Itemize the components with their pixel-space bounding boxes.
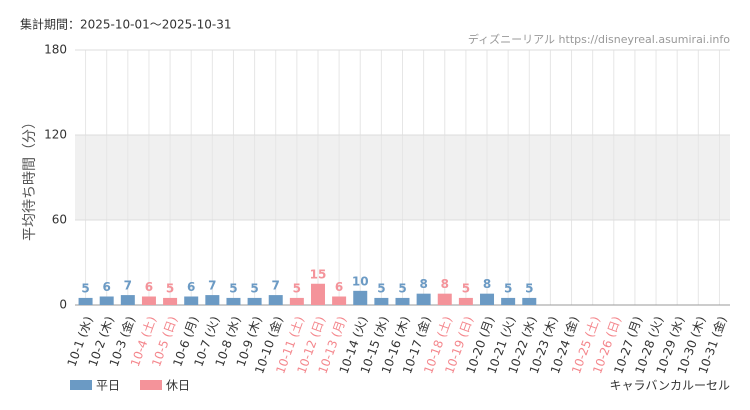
bar	[226, 297, 241, 305]
legend-swatch	[140, 380, 162, 390]
source: ディズニーリアル https://disneyreal.asumirai.inf…	[468, 32, 730, 46]
bar	[78, 297, 93, 305]
y-tick-label: 0	[59, 298, 67, 312]
legend-label: 平日	[96, 379, 120, 393]
bar	[501, 297, 516, 305]
bar	[289, 297, 304, 305]
value-label: 10	[352, 274, 369, 288]
value-label: 6	[103, 280, 111, 294]
y-tick-label: 60	[52, 213, 67, 227]
bar	[120, 295, 135, 305]
value-label: 7	[272, 279, 280, 293]
bar	[332, 296, 347, 305]
value-label: 5	[250, 281, 258, 295]
bar	[184, 296, 199, 305]
value-label: 5	[377, 281, 385, 295]
value-label: 5	[293, 281, 301, 295]
attraction: キャラバンカルーセル	[610, 379, 730, 393]
bar	[522, 297, 537, 305]
value-label: 8	[419, 277, 427, 291]
bar	[310, 283, 325, 305]
bar	[99, 296, 114, 305]
y-tick-label: 180	[44, 43, 67, 57]
bar	[416, 293, 431, 305]
value-label: 6	[187, 280, 195, 294]
value-label: 5	[166, 281, 174, 295]
value-label: 5	[229, 281, 237, 295]
value-label: 5	[504, 281, 512, 295]
bar	[395, 297, 410, 305]
bar	[205, 295, 220, 305]
legend-swatch	[70, 380, 92, 390]
legend-label: 休日	[166, 379, 190, 393]
bar	[458, 297, 473, 305]
bar	[268, 295, 283, 305]
value-label: 6	[335, 280, 343, 294]
period: 集計期間：2025-10-01〜2025-10-31	[20, 17, 231, 32]
value-label: 5	[525, 281, 533, 295]
bar	[480, 293, 495, 305]
bar	[374, 297, 389, 305]
value-label: 7	[208, 279, 216, 293]
value-label: 5	[81, 281, 89, 295]
value-label: 5	[398, 281, 406, 295]
y-axis-label: 平均待ち時間（分）	[22, 115, 38, 241]
value-label: 7	[124, 279, 132, 293]
bar	[141, 296, 156, 305]
bar	[353, 290, 368, 305]
value-label: 15	[310, 267, 327, 281]
value-label: 8	[483, 277, 491, 291]
value-label: 5	[462, 281, 470, 295]
bar	[437, 293, 452, 305]
y-tick-label: 120	[44, 128, 67, 142]
value-label: 6	[145, 280, 153, 294]
value-label: 8	[441, 277, 449, 291]
bar	[163, 297, 178, 305]
bar	[247, 297, 262, 305]
